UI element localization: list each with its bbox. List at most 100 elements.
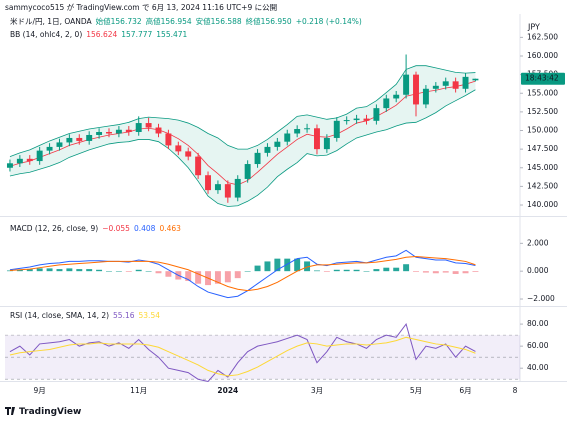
candle-body xyxy=(36,150,43,162)
candle-body xyxy=(323,137,330,150)
candle-body xyxy=(343,120,350,122)
y-tick-label: 140.000 xyxy=(527,200,558,209)
candle-body xyxy=(403,74,410,95)
bb-title: BB (14, ohlc4, 2, 0) xyxy=(10,30,82,39)
histogram-bar xyxy=(26,269,33,272)
candle-body xyxy=(155,127,162,134)
ohlc-label: 終値156.950 xyxy=(246,16,292,26)
macd-title: MACD (12, 26, close, 9) xyxy=(10,224,98,233)
y-tick-label: 0.000 xyxy=(527,266,549,275)
footer: TradingView xyxy=(19,407,81,417)
logo-icon xyxy=(5,407,15,415)
y-tick-label: 147.500 xyxy=(527,144,558,153)
x-tick-label: 9月 xyxy=(34,386,46,395)
band-upper xyxy=(9,65,476,157)
candle-body xyxy=(214,184,221,191)
candle-body xyxy=(234,178,241,198)
candle-body xyxy=(284,133,291,142)
macd-value: 0.408 xyxy=(134,224,156,233)
candle-body xyxy=(254,152,261,165)
histogram-bar xyxy=(46,268,53,272)
rsi-band xyxy=(5,335,520,380)
histogram-bar xyxy=(224,271,231,283)
histogram-bar xyxy=(115,271,122,272)
footer-logo: TradingView xyxy=(5,407,81,417)
candle-body xyxy=(294,129,301,134)
histogram-bar xyxy=(155,271,162,274)
histogram-bar xyxy=(106,271,112,272)
candle-body xyxy=(66,137,73,143)
band-lower xyxy=(9,89,476,207)
x-tick-label: 2024 xyxy=(217,386,238,395)
candle-body xyxy=(363,118,370,121)
y-tick-label: 155.000 xyxy=(527,88,558,97)
macd-value: −0.055 xyxy=(102,224,130,233)
ohlc-label: 安値156.588 xyxy=(196,16,242,26)
histogram-bar xyxy=(373,269,380,272)
histogram-bar xyxy=(76,269,83,272)
candle-body xyxy=(314,128,320,150)
y-tick-label: 2.000 xyxy=(527,238,549,247)
histogram-bar xyxy=(125,271,132,272)
macd-line xyxy=(9,256,476,292)
y-tick-label: 152.500 xyxy=(527,107,558,116)
x-tick-label: 11月 xyxy=(130,386,147,395)
candle-body xyxy=(353,118,360,121)
candle-body xyxy=(125,129,132,132)
rsi-line xyxy=(9,336,476,377)
histogram-bar xyxy=(185,271,192,281)
bb-value: 157.777 xyxy=(121,30,152,39)
histogram-bar xyxy=(214,271,221,284)
candle-body xyxy=(86,134,93,141)
y-tick-label: 162.500 xyxy=(527,32,558,41)
histogram-bar xyxy=(254,265,261,272)
histogram-bar xyxy=(333,269,340,272)
x-tick-label: 8 xyxy=(513,386,518,395)
candle-body xyxy=(106,131,112,134)
histogram-bar xyxy=(294,258,301,272)
histogram-bar xyxy=(274,258,281,272)
candle-body xyxy=(264,146,271,153)
candle-body xyxy=(462,76,469,89)
histogram-bar xyxy=(16,269,23,272)
y-tick-label: 40.00 xyxy=(527,363,549,372)
histogram-bar xyxy=(86,269,93,272)
histogram-bar xyxy=(264,261,271,272)
y-tick-label: 145.000 xyxy=(527,163,558,172)
x-tick-label: 6月 xyxy=(459,386,471,395)
legend: BB (14, ohlc4, 2, 0) 156.624 157.777 155.47… xyxy=(10,30,188,39)
histogram-bar xyxy=(393,267,400,272)
candle-body xyxy=(413,74,419,105)
bb-value: 155.471 xyxy=(156,30,187,39)
histogram-bar xyxy=(36,268,43,272)
histogram-bar xyxy=(363,271,370,272)
histogram-bar xyxy=(472,271,479,272)
candle-body xyxy=(452,81,459,89)
x-tick-label: 3月 xyxy=(311,386,323,395)
y-tick-label: 150.000 xyxy=(527,126,558,135)
candle-body xyxy=(76,137,83,141)
candle-body xyxy=(16,158,23,164)
instrument-title: 米ドル/円, 1日, OANDA xyxy=(10,16,92,26)
candle-body xyxy=(333,120,340,138)
histogram-bar xyxy=(56,269,63,272)
histogram-bar xyxy=(96,269,103,272)
ohlc-label: 始値156.732 xyxy=(96,16,142,26)
rsi-value: 55.16 xyxy=(113,311,135,320)
histogram-bar xyxy=(353,269,360,272)
histogram-bar xyxy=(145,271,152,272)
x-tick-label: 5月 xyxy=(410,386,422,395)
candle-body xyxy=(205,175,211,191)
macd-value: 0.463 xyxy=(159,224,181,233)
candle-body xyxy=(115,129,122,134)
histogram-bar xyxy=(165,271,172,277)
candle-body xyxy=(274,141,281,147)
candle-body xyxy=(175,145,182,152)
histogram-bar xyxy=(413,271,419,272)
legend: RSI (14, close, SMA, 14, 2) 55.16 53.54 xyxy=(10,311,160,320)
candle-body xyxy=(442,81,449,86)
countdown: 18:43:42 xyxy=(525,74,559,83)
header: sammycoco515 が TradingView.com で 6月 13, … xyxy=(5,2,277,12)
macd-line xyxy=(9,249,476,299)
candle-body xyxy=(6,163,13,168)
